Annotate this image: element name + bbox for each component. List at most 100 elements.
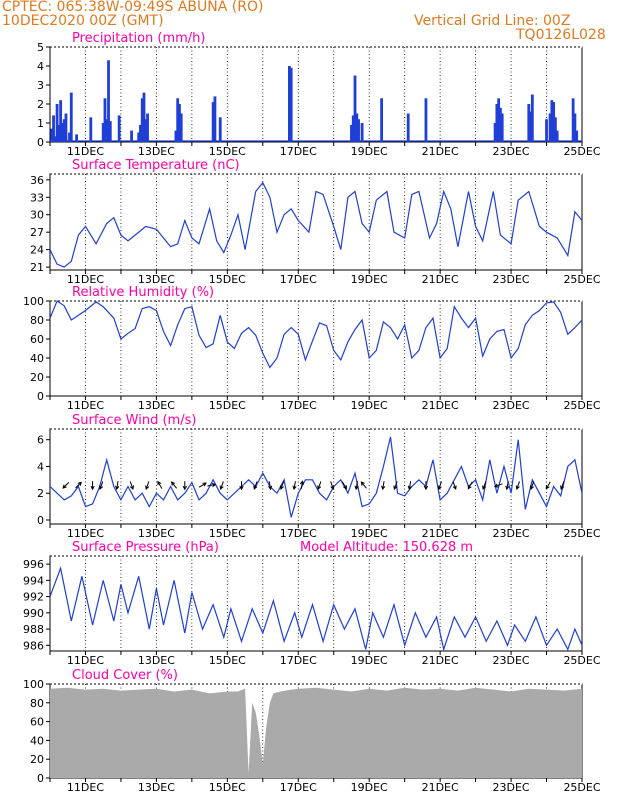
wind-arrow [360,481,367,489]
precip-bar [103,98,107,142]
temp-xlabel: 21DEC [422,273,459,286]
precip-bar [64,113,68,142]
wind-arrow [293,481,296,490]
wind-arrow-head [505,485,510,491]
wind-arrow [75,482,82,489]
temp-xlabel: 15DEC [209,273,246,286]
wind-arrow-head [330,485,335,490]
wind-arrow-head [292,485,297,491]
precip-ylabel: 4 [37,60,44,73]
precip-bar [178,104,181,142]
cloud-xlabel: 25DEC [563,781,600,794]
cloud-title: Cloud Cover (%) [72,668,178,683]
header-model-id: TQ0126L028 [516,27,606,43]
precip-bar [59,100,63,142]
wind-arrow-head [62,484,67,489]
rh-ylabel: 60 [30,333,44,346]
wind-ylabel: 0 [37,514,44,527]
cloud-xlabel: 19DEC [351,781,388,794]
temp-ylabel: 33 [30,191,44,204]
precip-ylabel: 5 [37,41,44,54]
rh-xlabel: 13DEC [138,399,175,412]
rh-ylabel: 0 [37,390,44,403]
wind-ylabel: 6 [37,434,44,447]
precip-xlabel: 25DEC [563,145,600,158]
wind-arrow [317,481,322,490]
wind-arrow-head [268,485,273,491]
wind-arrow [253,481,258,490]
wind-arrow-head [407,485,412,491]
pressure-xlabel: 15DEC [209,654,246,667]
precip-bar [75,134,78,142]
precip-bar [575,130,579,142]
wind-arrow-head [279,485,284,490]
precip-bar [146,113,149,142]
wind-arrow [467,481,473,489]
precip-bar [55,104,59,142]
precip-bar [357,119,360,142]
wind-arrow [560,481,565,490]
wind-xlabel: 19DEC [351,527,388,540]
wind-xlabel: 17DEC [280,527,317,540]
header-station: CPTEC: 065:38W-09:49S ABUNA (RO) [2,0,264,15]
pressure-ylabel: 996 [23,558,44,571]
wind-arrow-head [299,480,305,485]
precip-bar [61,123,64,142]
pressure-xlabel: 19DEC [351,654,388,667]
precip-bar [142,92,146,142]
wind-arrow [157,481,163,489]
temp-ylabel: 36 [30,174,44,187]
wind-arrow-head [170,481,175,486]
precip-bar [529,111,532,142]
precip-bar [130,130,133,142]
wind-xlabel: 25DEC [563,527,600,540]
wind-frame [49,428,583,525]
precip-bar [213,96,217,142]
wind-xlabel: 15DEC [209,527,246,540]
precip-bar [139,124,142,142]
precip-bar [499,107,502,142]
wind-arrow-head [452,485,457,491]
wind-arrow-head [145,485,150,490]
wind-arrow [355,481,358,490]
precip-bar [545,119,548,142]
cloud-area [50,687,582,778]
precip-bar [355,113,359,142]
wind-arrow-head [253,485,258,490]
wind-arrow-head [211,482,217,488]
cloud-xlabel: 21DEC [422,781,459,794]
precip-ylabel: 1 [37,117,44,130]
precip-bar [353,75,357,142]
rh-xlabel: 21DEC [422,399,459,412]
precip-bar [69,92,73,142]
rh-xlabel: 23DEC [493,399,530,412]
pressure-xlabel: 11DEC [67,654,104,667]
rh-ylabel: 20 [30,371,44,384]
precip-bar [62,119,66,142]
precip-bar [89,117,93,142]
wind-arrow-head [115,485,120,491]
pressure-ylabel: 988 [23,623,44,636]
cloud-xlabel: 23DEC [493,781,530,794]
wind-arrow-head [381,485,386,491]
pressure-title: Surface Pressure (hPa) [72,540,219,555]
pressure-xlabel: 25DEC [563,654,600,667]
precip-bar [288,66,291,142]
wind-arrow [116,481,119,490]
wind-arrow [330,481,334,490]
wind-title: Surface Wind (m/s) [72,413,196,428]
wind-arrow [438,481,442,490]
wind-arrow-head [77,481,82,486]
precip-bar [57,124,61,142]
precip-bar [289,67,293,142]
precip-ylabel: 3 [37,79,44,92]
rh-xlabel: 19DEC [351,399,388,412]
pressure-frame [49,555,583,652]
wind-arrow-head [157,480,162,486]
temp-ylabel: 27 [30,226,44,239]
header-datetime: 10DEC2020 00Z (GMT) [2,13,164,29]
wind-arrow [341,481,347,489]
wind-arrow [452,481,457,490]
wind-arrow [280,481,285,490]
pressure-xlabel: 17DEC [280,654,317,667]
